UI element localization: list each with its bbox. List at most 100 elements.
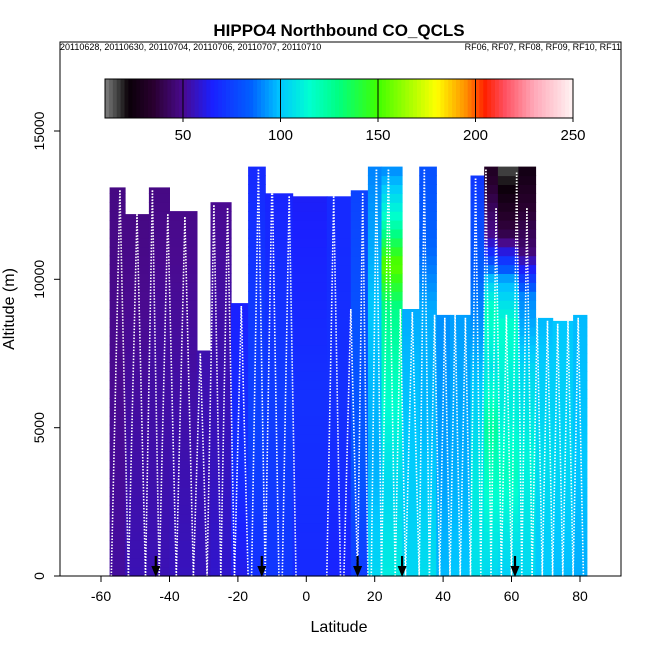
colorbar-swatch	[155, 79, 160, 118]
heatmap-cell	[402, 549, 420, 559]
heatmap-cell	[292, 291, 328, 301]
colorbar-swatch	[432, 79, 437, 118]
heatmap-cell	[436, 406, 451, 417]
heatmap-cell	[402, 478, 420, 488]
heatmap-cell	[231, 451, 249, 461]
heatmap-cell	[552, 442, 574, 452]
heatmap-cell	[450, 371, 472, 381]
heatmap-cell	[470, 175, 485, 185]
heatmap-cell	[402, 531, 420, 541]
flight-track-ascent	[264, 172, 273, 577]
heatmap-cell	[148, 309, 170, 319]
heatmap-cell	[484, 398, 499, 408]
heatmap-cell	[350, 264, 369, 274]
heatmap-cell	[350, 380, 369, 390]
heatmap-cell	[573, 371, 588, 381]
heatmap-cell	[210, 389, 232, 399]
heatmap-cell	[231, 522, 249, 533]
colorbar-swatch	[292, 79, 297, 118]
heatmap-cell	[402, 362, 420, 372]
heatmap-cell	[196, 558, 212, 568]
colorbar-swatch	[537, 79, 543, 118]
flight-track-descent	[444, 317, 451, 577]
heatmap-cell	[518, 406, 537, 417]
heatmap-cell	[265, 433, 294, 444]
heatmap-cell	[248, 487, 266, 497]
heatmap-cell	[248, 415, 266, 426]
heatmap-cell	[231, 362, 249, 372]
heatmap-cell	[210, 460, 232, 470]
heatmap-cell	[109, 478, 126, 488]
heatmap-cell	[419, 451, 437, 461]
heatmap-cell	[419, 282, 437, 292]
heatmap-cell	[248, 495, 266, 506]
heatmap-cell	[419, 211, 437, 221]
colorbar-swatch	[448, 79, 453, 118]
heatmap-cell	[497, 335, 519, 346]
heatmap-cell	[419, 326, 437, 337]
colorbar-swatch	[268, 79, 274, 118]
heatmap-cell	[419, 175, 437, 185]
heatmap-cell	[148, 478, 170, 488]
heatmap-cell	[573, 567, 588, 577]
heatmap-cell	[248, 193, 266, 203]
sounding-arrows	[151, 556, 520, 577]
heatmap-cell	[326, 424, 352, 435]
heatmap-cell	[265, 237, 294, 248]
heatmap-cell	[367, 362, 383, 372]
heatmap-cell	[350, 522, 369, 533]
heatmap-cell	[381, 335, 403, 346]
heatmap-cell	[210, 291, 232, 301]
heatmap-cell	[497, 273, 519, 283]
colorbar-swatch	[362, 79, 367, 118]
heatmap-cell	[484, 389, 499, 399]
heatmap-cell	[381, 540, 403, 550]
heatmap-cell	[573, 460, 588, 470]
y-tick-label: 0	[31, 572, 47, 580]
heatmap-cell	[210, 246, 232, 257]
colorbar-swatch	[249, 79, 254, 118]
heatmap-cell	[535, 513, 554, 524]
heatmap-cell	[248, 184, 266, 194]
colorbar-swatch	[405, 79, 410, 118]
heatmap-cell	[265, 309, 294, 319]
colorbar-swatch	[420, 79, 426, 118]
plot-frame	[59, 41, 622, 577]
heatmap-cell	[419, 371, 437, 381]
heatmap-cell	[518, 335, 537, 346]
heatmap-cell	[265, 451, 294, 461]
colorbar-swatch	[456, 79, 461, 118]
heatmap-cell	[381, 220, 403, 230]
heatmap-cell	[381, 504, 403, 515]
heatmap-cell	[436, 415, 451, 426]
heatmap-cell	[350, 558, 369, 568]
flight-track-descent	[536, 317, 544, 577]
heatmap-cell	[109, 460, 126, 470]
sounding-arrow-head	[353, 566, 363, 577]
heatmap-cell	[210, 335, 232, 346]
heatmap-cell	[265, 469, 294, 479]
heatmap-cell	[148, 362, 170, 372]
heatmap-cell	[350, 211, 369, 221]
chart-subtitle-flights: RF06, RF07, RF08, RF09, RF10, RF11	[465, 42, 621, 52]
flight-track-descent	[167, 214, 178, 577]
heatmap-cell	[402, 469, 420, 479]
heatmap-cell	[497, 504, 519, 515]
heatmap-cell	[292, 237, 328, 248]
heatmap-cell	[367, 344, 383, 355]
heatmap-cell	[419, 237, 437, 248]
colorbar-swatch	[303, 79, 309, 118]
heatmap-cell	[248, 513, 266, 524]
colorbar-swatch	[428, 79, 433, 118]
heatmap-cell	[484, 291, 499, 301]
heatmap-cell	[518, 380, 537, 390]
heatmap-cell	[248, 451, 266, 461]
colorbar-swatch	[541, 79, 547, 118]
heatmap-cell	[450, 314, 472, 319]
heatmap-cell	[210, 424, 232, 435]
heatmap-cell	[148, 246, 170, 257]
heatmap-cell	[484, 317, 499, 328]
heatmap-cell	[169, 451, 198, 461]
heatmap-cell	[109, 558, 126, 568]
heatmap-cell	[402, 567, 420, 577]
